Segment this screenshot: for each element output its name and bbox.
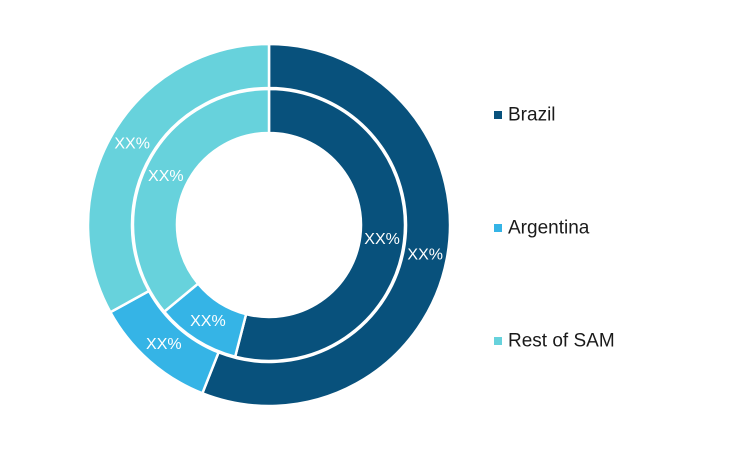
outer-ring-label-brazil: XX% bbox=[407, 246, 443, 263]
inner-ring-slice-brazil bbox=[233, 87, 407, 363]
donut-rings bbox=[86, 42, 452, 408]
inner-ring-label-rest-of-sam: XX% bbox=[148, 168, 184, 185]
legend-label-rest-of-sam: Rest of SAM bbox=[508, 331, 615, 352]
legend: Brazil Argentina Rest of SAM bbox=[494, 105, 615, 352]
legend-item-brazil: Brazil bbox=[494, 105, 556, 126]
legend-label-brazil: Brazil bbox=[508, 105, 556, 126]
legend-swatch-argentina bbox=[494, 224, 502, 232]
legend-item-rest-of-sam: Rest of SAM bbox=[494, 331, 615, 352]
outer-ring-label-rest-of-sam: XX% bbox=[114, 136, 150, 153]
inner-ring-label-argentina: XX% bbox=[190, 313, 226, 330]
slice-labels: XX% XX% XX% XX% XX% XX% bbox=[114, 136, 443, 353]
outer-ring-label-argentina: XX% bbox=[146, 336, 182, 353]
inner-ring-slice-rest-of-sam bbox=[131, 87, 271, 314]
inner-ring-label-brazil: XX% bbox=[364, 231, 400, 248]
legend-label-argentina: Argentina bbox=[508, 218, 590, 239]
legend-swatch-rest-of-sam bbox=[494, 337, 502, 345]
legend-swatch-brazil bbox=[494, 111, 502, 119]
legend-item-argentina: Argentina bbox=[494, 218, 590, 239]
